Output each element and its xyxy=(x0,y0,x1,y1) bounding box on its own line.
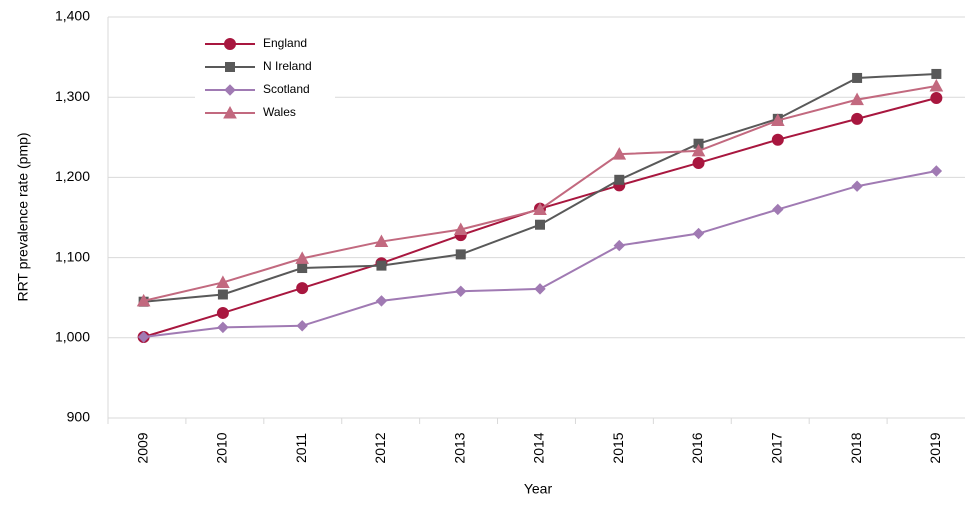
marker xyxy=(535,219,545,230)
y-axis-title: RRT prevalence rate (pmp) xyxy=(15,132,31,301)
x-tick-label: 2019 xyxy=(927,432,943,463)
marker xyxy=(137,331,150,343)
legend-label: England xyxy=(263,36,307,50)
marker xyxy=(376,260,387,271)
y-tick-label: 1,100 xyxy=(55,248,90,264)
series-line xyxy=(143,170,937,338)
marker xyxy=(136,293,151,307)
marker xyxy=(224,84,236,96)
x-tick-label: 2016 xyxy=(689,432,705,463)
marker xyxy=(533,202,547,215)
x-tick-label: 2017 xyxy=(769,432,785,463)
marker xyxy=(930,92,943,105)
marker xyxy=(692,227,705,240)
marker xyxy=(612,147,627,160)
marker xyxy=(931,68,942,79)
marker xyxy=(929,78,944,92)
marker xyxy=(374,234,389,248)
marker xyxy=(297,263,308,274)
y-tick-label: 1,000 xyxy=(55,329,90,345)
legend-label: Wales xyxy=(263,105,296,119)
marker xyxy=(850,92,864,106)
marker xyxy=(223,105,237,119)
marker xyxy=(851,112,864,125)
marker xyxy=(455,285,467,297)
x-axis-title: Year xyxy=(524,481,553,497)
marker xyxy=(455,249,466,260)
marker xyxy=(691,143,706,157)
legend-label: N Ireland xyxy=(263,59,312,73)
y-tick-label: 900 xyxy=(67,409,91,425)
x-tick-label: 2013 xyxy=(451,432,467,463)
marker xyxy=(772,203,784,216)
marker xyxy=(216,275,230,288)
y-tick-label: 1,400 xyxy=(55,8,90,24)
x-tick-label: 2011 xyxy=(293,433,309,463)
y-tick-label: 1,200 xyxy=(55,168,90,184)
y-tick-label: 1,300 xyxy=(55,88,90,104)
x-tick-label: 2015 xyxy=(610,432,626,463)
marker xyxy=(296,320,308,332)
marker xyxy=(224,38,236,50)
marker xyxy=(613,239,625,252)
marker xyxy=(225,62,235,72)
marker xyxy=(217,289,228,300)
marker xyxy=(453,222,468,236)
marker xyxy=(217,321,229,334)
marker xyxy=(851,180,863,192)
marker xyxy=(930,165,943,177)
series-line xyxy=(143,97,937,338)
marker xyxy=(296,282,309,295)
x-tick-label: 2010 xyxy=(214,432,230,463)
marker xyxy=(771,133,784,146)
x-tick-label: 2009 xyxy=(134,432,150,463)
marker xyxy=(770,113,785,126)
marker xyxy=(375,295,388,307)
legend-box xyxy=(195,30,335,126)
x-tick-label: 2012 xyxy=(372,432,388,463)
legend-label: Scotland xyxy=(263,82,310,96)
x-tick-label: 2018 xyxy=(848,432,864,463)
marker xyxy=(692,156,705,169)
marker xyxy=(295,251,310,264)
marker xyxy=(216,306,229,319)
marker xyxy=(614,174,625,185)
x-tick-label: 2014 xyxy=(531,432,547,463)
marker xyxy=(852,72,863,83)
marker xyxy=(534,283,546,295)
